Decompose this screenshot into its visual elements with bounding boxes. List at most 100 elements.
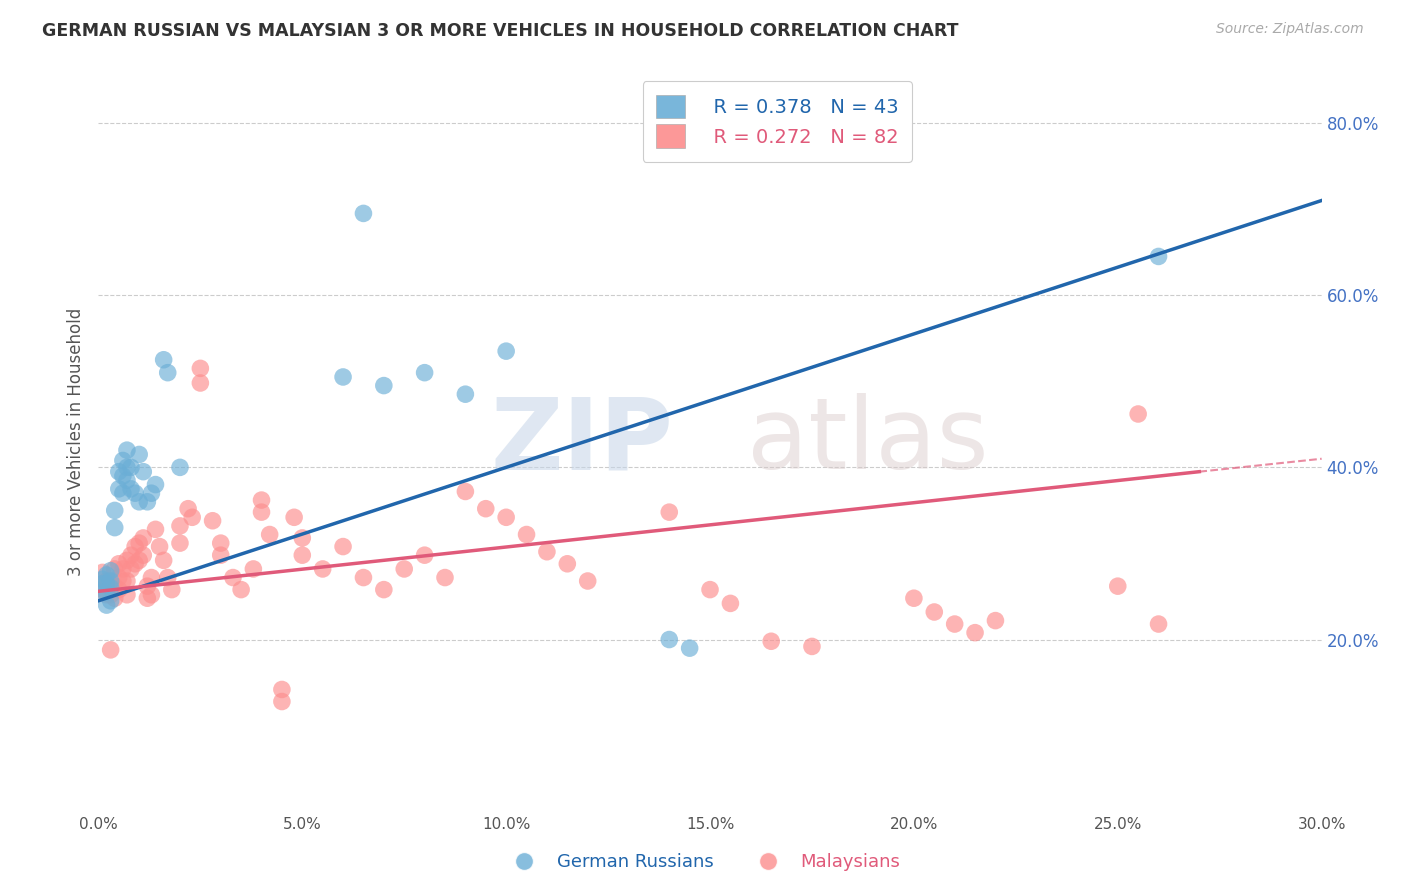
Point	[100, 594, 122, 608]
Point	[222, 570, 245, 584]
Point	[270, 682, 294, 697]
Point	[96, 576, 118, 591]
Point	[132, 548, 155, 562]
Point	[104, 503, 127, 517]
Point	[132, 531, 155, 545]
Point	[965, 625, 987, 640]
Point	[209, 548, 232, 562]
Point	[111, 562, 134, 576]
Point	[115, 473, 138, 487]
Point	[658, 505, 681, 519]
Point	[291, 548, 314, 562]
Point	[156, 570, 179, 584]
Point	[373, 378, 395, 392]
Point	[209, 536, 232, 550]
Point	[516, 527, 538, 541]
Text: ZIP: ZIP	[491, 393, 673, 490]
Point	[495, 510, 517, 524]
Point	[128, 495, 150, 509]
Point	[1128, 407, 1150, 421]
Point	[392, 562, 416, 576]
Text: Source: ZipAtlas.com: Source: ZipAtlas.com	[1216, 22, 1364, 37]
Point	[312, 562, 335, 576]
Point	[332, 540, 354, 554]
Point	[124, 557, 146, 571]
Point	[104, 579, 127, 593]
Point	[136, 579, 159, 593]
Point	[658, 99, 681, 113]
Legend:   R = 0.378   N = 43,   R = 0.272   N = 82: R = 0.378 N = 43, R = 0.272 N = 82	[643, 81, 912, 161]
Point	[231, 582, 253, 597]
Point	[259, 527, 281, 541]
Point	[373, 582, 395, 597]
Point	[96, 585, 118, 599]
Point	[124, 486, 146, 500]
Point	[1147, 250, 1170, 264]
Point	[108, 465, 131, 479]
Point	[434, 570, 457, 584]
Point	[160, 582, 183, 597]
Point	[352, 206, 374, 220]
Point	[108, 582, 131, 597]
Point	[454, 484, 477, 499]
Point	[169, 536, 191, 550]
Point	[128, 553, 150, 567]
Point	[120, 482, 142, 496]
Point	[145, 477, 167, 491]
Text: GERMAN RUSSIAN VS MALAYSIAN 3 OR MORE VEHICLES IN HOUSEHOLD CORRELATION CHART: GERMAN RUSSIAN VS MALAYSIAN 3 OR MORE VE…	[42, 22, 959, 40]
Point	[104, 562, 127, 576]
Point	[332, 370, 354, 384]
Point	[1107, 579, 1129, 593]
Point	[145, 522, 167, 536]
Point	[474, 501, 498, 516]
Point	[352, 570, 374, 584]
Point	[718, 596, 742, 610]
Point	[104, 521, 127, 535]
Point	[291, 531, 314, 545]
Point	[108, 482, 131, 496]
Point	[104, 591, 127, 606]
Point	[100, 581, 122, 595]
Point	[100, 579, 122, 593]
Point	[283, 510, 305, 524]
Point	[141, 486, 163, 500]
Point	[141, 570, 163, 584]
Point	[658, 632, 681, 647]
Point	[188, 361, 212, 376]
Point	[96, 574, 118, 588]
Y-axis label: 3 or more Vehicles in Household: 3 or more Vehicles in Household	[66, 308, 84, 575]
Point	[495, 344, 517, 359]
Point	[124, 540, 146, 554]
Point	[250, 505, 273, 519]
Point	[120, 460, 142, 475]
Point	[169, 519, 191, 533]
Point	[120, 548, 142, 562]
Point	[115, 574, 138, 588]
Point	[96, 588, 118, 602]
Point	[152, 553, 174, 567]
Point	[699, 582, 721, 597]
Point	[1147, 617, 1170, 632]
Point	[91, 572, 114, 586]
Point	[111, 469, 134, 483]
Point	[128, 536, 150, 550]
Point	[413, 548, 436, 562]
Point	[679, 641, 702, 656]
Text: atlas: atlas	[747, 393, 988, 490]
Point	[242, 562, 264, 576]
Point	[100, 588, 122, 602]
Point	[903, 591, 925, 606]
Point	[91, 566, 114, 580]
Point	[454, 387, 477, 401]
Point	[576, 574, 599, 588]
Point	[152, 352, 174, 367]
Point	[91, 582, 114, 597]
Point	[115, 553, 138, 567]
Point	[169, 460, 191, 475]
Point	[141, 588, 163, 602]
Point	[111, 574, 134, 588]
Point	[132, 465, 155, 479]
Point	[188, 376, 212, 390]
Point	[177, 501, 200, 516]
Point	[108, 570, 131, 584]
